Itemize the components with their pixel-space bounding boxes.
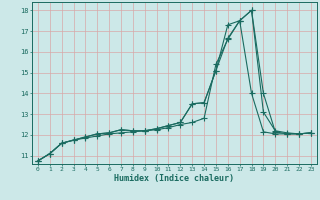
X-axis label: Humidex (Indice chaleur): Humidex (Indice chaleur) (115, 174, 234, 183)
